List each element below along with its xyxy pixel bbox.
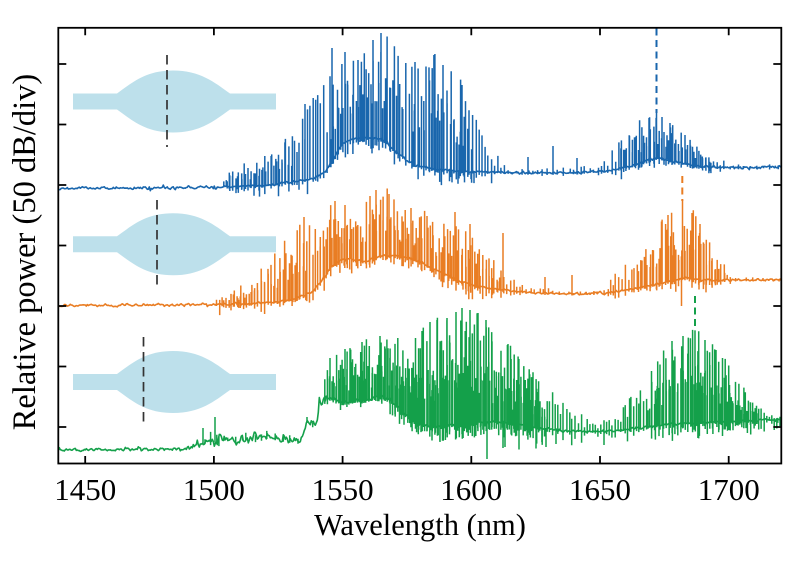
- svg-text:Wavelength (nm): Wavelength (nm): [314, 508, 526, 542]
- svg-text:1500: 1500: [183, 472, 245, 507]
- svg-text:1550: 1550: [312, 472, 374, 507]
- svg-text:Relative power (50 dB/div): Relative power (50 dB/div): [7, 74, 43, 431]
- svg-text:1700: 1700: [698, 472, 760, 507]
- svg-text:1650: 1650: [569, 472, 631, 507]
- svg-text:1450: 1450: [54, 472, 116, 507]
- svg-text:1600: 1600: [440, 472, 502, 507]
